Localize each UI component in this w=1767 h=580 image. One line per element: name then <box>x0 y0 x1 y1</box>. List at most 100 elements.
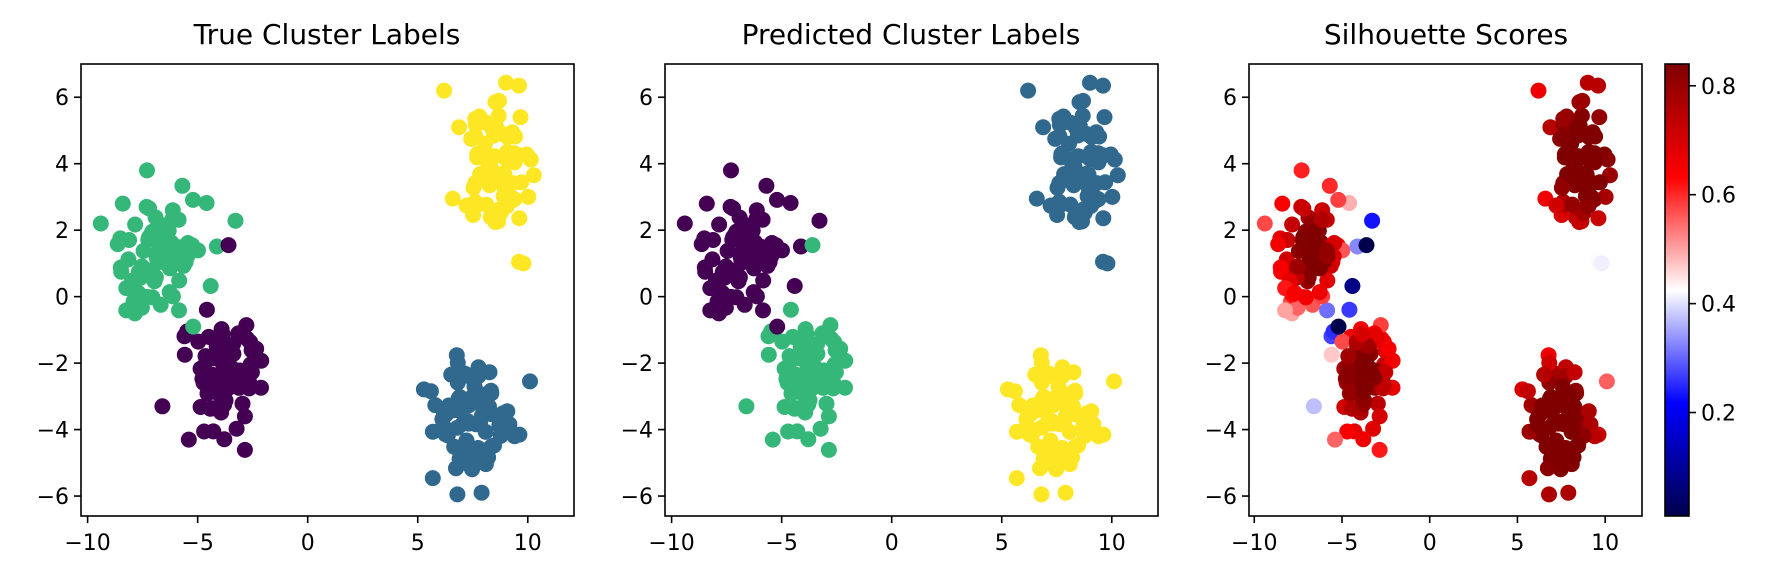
data-point <box>1033 486 1050 503</box>
data-point <box>1330 318 1347 335</box>
data-point <box>499 403 516 420</box>
data-point <box>782 301 799 318</box>
data-point <box>1555 128 1572 145</box>
y-tick-label: −4 <box>37 419 69 444</box>
data-point <box>449 486 466 503</box>
data-point <box>144 289 161 306</box>
y-tick-label: −6 <box>37 485 69 510</box>
data-point <box>800 431 817 448</box>
data-point <box>1061 423 1078 440</box>
data-point <box>745 284 762 301</box>
data-point <box>738 398 755 415</box>
data-point <box>449 354 466 371</box>
data-point <box>717 299 734 316</box>
data-point <box>140 231 157 248</box>
data-point <box>220 350 237 367</box>
points-true <box>92 74 542 503</box>
data-point <box>443 366 460 383</box>
data-point <box>1095 210 1112 227</box>
data-point <box>1082 74 1098 91</box>
data-point <box>480 449 497 466</box>
data-point <box>468 385 485 402</box>
data-point <box>1591 109 1608 126</box>
data-point <box>1096 109 1113 126</box>
data-point <box>133 299 150 316</box>
data-point <box>118 302 135 319</box>
data-point <box>482 159 499 176</box>
data-point <box>800 383 817 400</box>
data-point <box>1083 403 1100 420</box>
data-point <box>702 280 719 297</box>
data-point <box>478 196 495 213</box>
data-point <box>1534 397 1551 414</box>
data-point <box>467 128 484 145</box>
data-point <box>1339 368 1356 385</box>
data-point <box>487 94 504 111</box>
panel-title-true: True Cluster Labels <box>193 18 461 51</box>
data-point <box>1571 94 1588 111</box>
y-tick-label: 6 <box>55 86 69 111</box>
data-point <box>147 269 164 286</box>
data-point <box>1568 120 1585 137</box>
colorbar-ticks: 0.2 0.4 0.6 0.8 <box>1689 75 1736 427</box>
data-point <box>764 431 781 448</box>
data-point <box>513 174 530 191</box>
data-point <box>1542 119 1559 136</box>
data-point <box>774 333 791 350</box>
data-point <box>522 151 539 168</box>
data-point <box>1099 255 1116 272</box>
data-point <box>171 272 188 289</box>
data-point <box>1555 110 1572 127</box>
data-point <box>497 184 514 201</box>
y-tick-label: 6 <box>639 86 653 111</box>
data-point <box>1566 364 1583 381</box>
x-tick-label: −5 <box>1326 531 1358 556</box>
data-point <box>481 364 498 381</box>
data-point <box>248 340 265 357</box>
data-point <box>422 383 439 400</box>
data-point <box>755 302 771 319</box>
x-ticks-predicted: −10 −5 0 5 10 <box>648 516 1126 556</box>
data-point <box>1521 470 1538 487</box>
data-point <box>1578 166 1595 183</box>
data-point <box>138 198 155 215</box>
data-point <box>1344 278 1361 294</box>
data-point <box>458 197 475 214</box>
data-point <box>696 259 713 276</box>
data-point <box>185 318 202 335</box>
x-tick-label: 5 <box>1510 531 1524 556</box>
data-point <box>798 326 815 343</box>
data-point <box>512 109 529 126</box>
data-point <box>816 328 833 345</box>
data-point <box>760 346 777 363</box>
data-point <box>467 110 484 127</box>
data-point <box>1597 188 1614 205</box>
x-tick-label: 0 <box>1423 531 1437 556</box>
data-point <box>782 195 799 211</box>
data-point <box>711 216 728 233</box>
data-point <box>769 318 786 335</box>
data-point <box>190 333 207 350</box>
data-point <box>1380 340 1397 357</box>
data-point <box>1319 272 1336 289</box>
data-point <box>804 350 821 367</box>
data-point <box>216 383 233 400</box>
data-point <box>758 177 775 194</box>
data-point <box>498 198 515 214</box>
data-point <box>112 259 129 276</box>
data-point <box>1284 216 1301 233</box>
data-point <box>1371 441 1388 458</box>
data-point <box>811 212 828 229</box>
data-point <box>444 190 461 207</box>
x-tick-label: −10 <box>1231 531 1277 556</box>
y-tick-label: 2 <box>55 219 69 244</box>
data-point <box>130 284 147 301</box>
y-tick-label: 4 <box>639 153 653 178</box>
data-point <box>1042 197 1059 214</box>
data-point <box>1538 438 1555 455</box>
y-ticks-true: −6 −4 −2 0 2 4 6 <box>37 86 81 510</box>
data-point <box>196 423 213 440</box>
data-point <box>1591 174 1608 191</box>
data-point <box>1321 177 1338 194</box>
axes-frame-predicted <box>664 63 1159 517</box>
